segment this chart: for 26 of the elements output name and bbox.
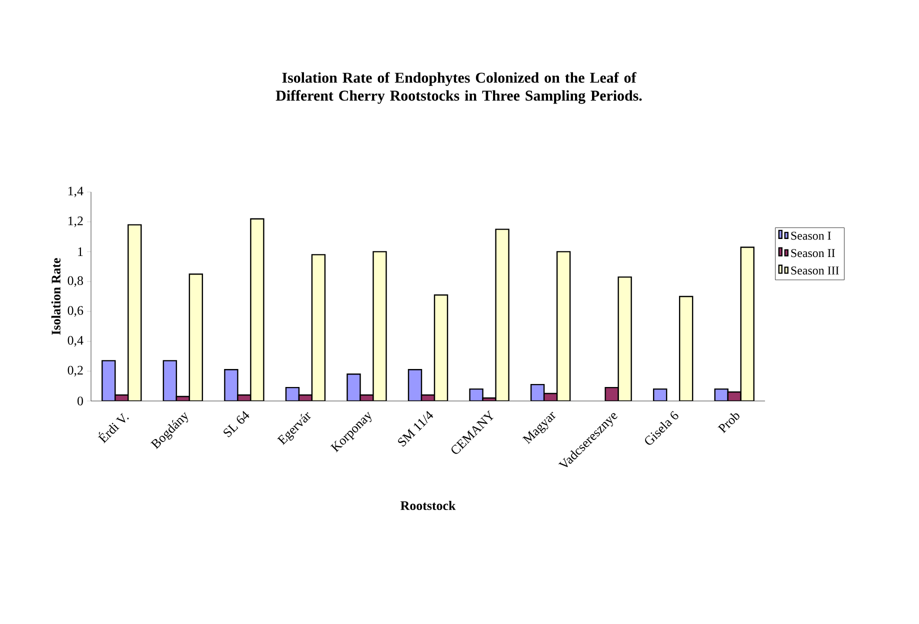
y-tick-label: 0,6 <box>68 306 84 317</box>
bar <box>740 246 754 401</box>
bar <box>679 296 694 401</box>
bar <box>434 294 448 401</box>
x-tick-label: Érdi V. <box>98 413 129 444</box>
legend-label: Season III <box>791 266 839 275</box>
bar <box>556 251 571 401</box>
y-tick-label: 1,2 <box>68 216 83 228</box>
x-tick-label: SM 11/4 <box>398 410 434 447</box>
y-tick-label: 0,2 <box>68 366 83 376</box>
bar <box>188 273 204 401</box>
x-axis-title: Rootstock <box>400 500 456 510</box>
y-axis-title: Isolation Rate <box>51 258 60 335</box>
y-tick-label: 1 <box>78 247 83 256</box>
legend-label: Season I <box>791 232 831 240</box>
bar <box>408 369 422 401</box>
bar <box>311 254 326 401</box>
y-tick-label: 0,4 <box>68 336 84 347</box>
y-tick-label: 0 <box>78 396 83 406</box>
x-tick-label: SL 64 <box>224 410 250 438</box>
y-tick-label: 0,8 <box>68 276 83 287</box>
y-tick-label: 1,4 <box>68 186 84 198</box>
chart-title: Isolation Rate of Endophytes Colonized on the Leaf of Different Cherry Rootstocks in Three Sampling Periods. <box>276 72 642 104</box>
legend-label: Season II <box>791 249 835 258</box>
x-tick-label: Prob <box>718 413 740 434</box>
bar <box>128 224 142 401</box>
